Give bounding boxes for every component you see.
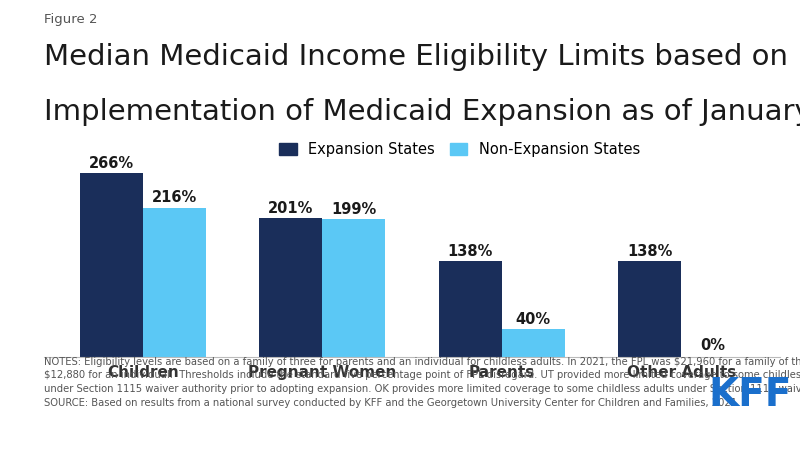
Bar xyxy=(80,173,142,357)
Text: 216%: 216% xyxy=(151,190,197,206)
Text: 40%: 40% xyxy=(516,312,550,327)
Bar xyxy=(439,261,502,357)
Text: Figure 2: Figure 2 xyxy=(44,14,98,27)
Text: KFF: KFF xyxy=(709,376,792,414)
Legend: Expansion States, Non-Expansion States: Expansion States, Non-Expansion States xyxy=(279,142,640,157)
Bar xyxy=(618,261,682,357)
Text: 138%: 138% xyxy=(448,244,493,259)
Bar xyxy=(322,219,385,357)
Bar xyxy=(142,207,206,357)
Text: Median Medicaid Income Eligibility Limits based on: Median Medicaid Income Eligibility Limit… xyxy=(44,44,788,72)
Text: 199%: 199% xyxy=(331,202,376,217)
Text: 0%: 0% xyxy=(700,338,725,353)
Bar xyxy=(502,329,565,357)
Text: 138%: 138% xyxy=(627,244,673,259)
Text: 266%: 266% xyxy=(89,156,134,171)
Text: NOTES: Eligibility levels are based on a family of three for parents and an indi: NOTES: Eligibility levels are based on a… xyxy=(44,357,800,408)
Text: 201%: 201% xyxy=(268,201,314,216)
Bar xyxy=(259,218,322,357)
Text: Implementation of Medicaid Expansion as of January 2021: Implementation of Medicaid Expansion as … xyxy=(44,98,800,126)
